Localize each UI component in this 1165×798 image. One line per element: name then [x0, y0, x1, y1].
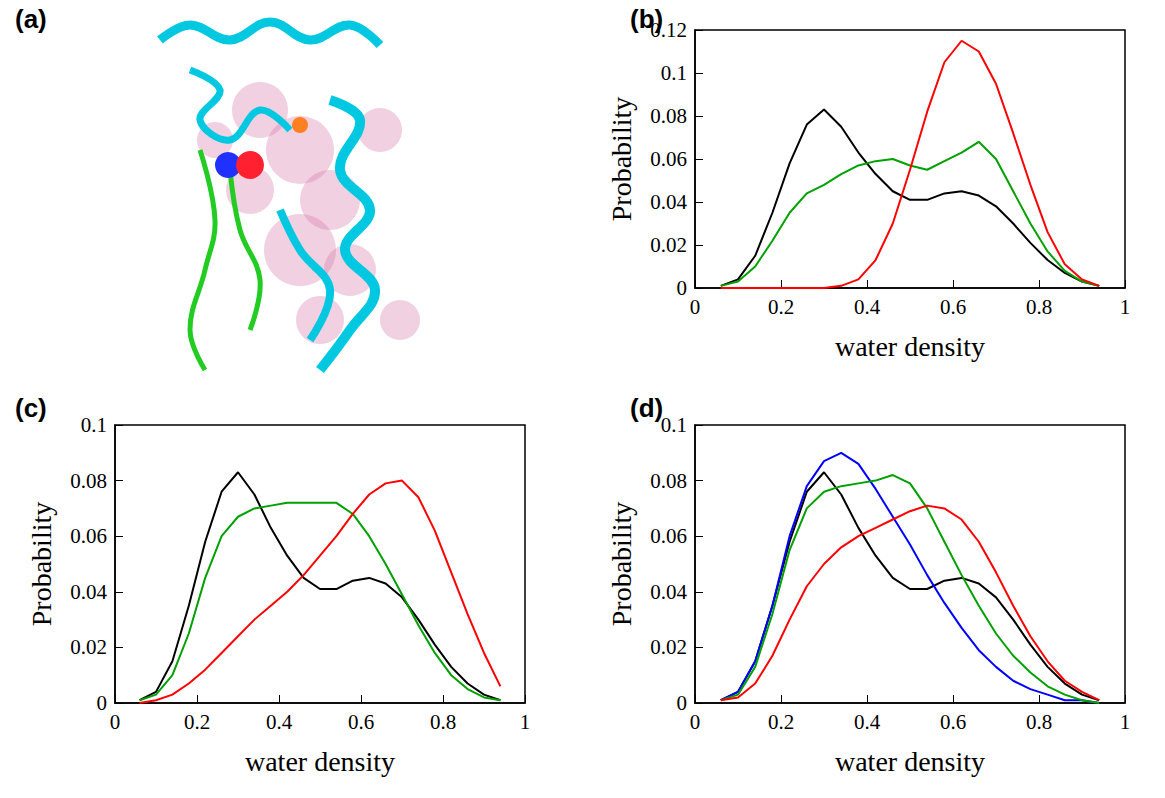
svg-text:0.06: 0.06	[650, 524, 687, 548]
svg-text:0: 0	[110, 710, 121, 734]
svg-text:(d): (d)	[630, 393, 663, 423]
svg-text:0.8: 0.8	[1026, 710, 1052, 734]
svg-text:0.8: 0.8	[1026, 295, 1052, 319]
svg-text:(b): (b)	[630, 4, 664, 34]
svg-text:0.2: 0.2	[768, 295, 794, 319]
svg-text:0.6: 0.6	[940, 295, 966, 319]
svg-text:0.04: 0.04	[70, 580, 107, 604]
svg-text:0.06: 0.06	[70, 524, 107, 548]
svg-text:0.4: 0.4	[266, 710, 293, 734]
svg-text:0.4: 0.4	[854, 295, 881, 319]
svg-text:water density: water density	[245, 746, 395, 777]
svg-text:0.06: 0.06	[650, 147, 687, 171]
svg-text:0.04: 0.04	[650, 580, 687, 604]
svg-text:0.12: 0.12	[650, 18, 687, 42]
svg-text:(a): (a)	[15, 4, 47, 34]
svg-text:0.1: 0.1	[661, 61, 687, 85]
svg-text:0.4: 0.4	[854, 710, 881, 734]
svg-text:0: 0	[690, 295, 701, 319]
svg-text:0.02: 0.02	[650, 635, 687, 659]
svg-text:1: 1	[1120, 295, 1131, 319]
svg-text:water density: water density	[835, 331, 985, 362]
svg-text:0: 0	[690, 710, 701, 734]
svg-text:0.6: 0.6	[940, 710, 966, 734]
svg-text:0: 0	[677, 276, 688, 300]
svg-text:0.1: 0.1	[81, 413, 107, 437]
svg-text:(c): (c)	[15, 393, 47, 423]
svg-text:Probability: Probability	[26, 502, 57, 626]
svg-text:1: 1	[1120, 710, 1131, 734]
svg-text:0: 0	[97, 691, 108, 715]
svg-text:0.02: 0.02	[70, 635, 107, 659]
svg-text:0.8: 0.8	[430, 710, 456, 734]
svg-text:0.02: 0.02	[650, 233, 687, 257]
svg-text:0.2: 0.2	[184, 710, 210, 734]
svg-text:0: 0	[677, 691, 688, 715]
svg-text:Probability: Probability	[606, 502, 637, 626]
svg-text:Probability: Probability	[606, 97, 637, 221]
svg-text:0.08: 0.08	[650, 469, 687, 493]
svg-text:0.6: 0.6	[348, 710, 374, 734]
svg-text:1: 1	[520, 710, 531, 734]
svg-text:water density: water density	[835, 746, 985, 777]
svg-text:0.08: 0.08	[70, 469, 107, 493]
svg-text:0.1: 0.1	[661, 413, 687, 437]
svg-text:0.2: 0.2	[768, 710, 794, 734]
svg-text:0.08: 0.08	[650, 104, 687, 128]
svg-text:0.04: 0.04	[650, 190, 687, 214]
